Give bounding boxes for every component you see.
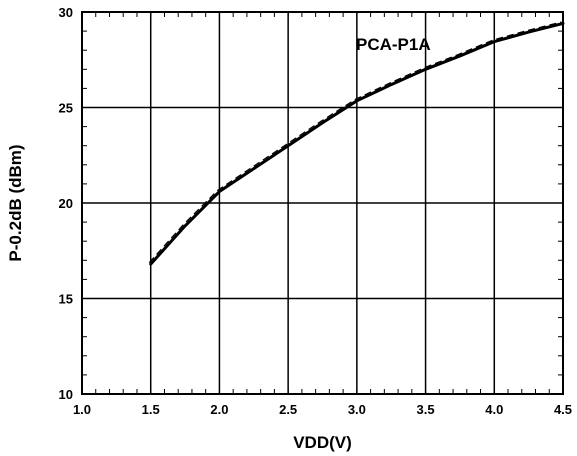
x-tick-label: 4.0 [485,402,503,417]
y-tick-labels: 10 15 20 25 30 [59,5,73,402]
y-tick-label: 25 [59,101,73,116]
x-tick-label: 1.0 [73,402,91,417]
x-tick-label: 1.5 [142,402,160,417]
y-tick-label: 30 [59,5,73,20]
x-tick-label: 2.5 [279,402,297,417]
x-tick-label: 3.0 [348,402,366,417]
series-group [148,21,565,266]
annotation-label: PCA-P1A [356,35,431,54]
y-tick-label: 10 [59,387,73,402]
y-axis-label: P-0.2dB (dBm) [6,144,25,261]
x-tick-labels: 1.0 1.5 2.0 2.5 3.0 3.5 4.0 4.5 [73,402,572,417]
x-tick-label: 4.5 [554,402,572,417]
series-line [149,21,565,266]
y-tick-label: 20 [59,196,73,211]
y-tick-label: 15 [59,292,73,307]
x-tick-label: 2.0 [210,402,228,417]
x-axis-label: VDD(V) [293,433,352,452]
x-tick-label: 3.5 [417,402,435,417]
grid [82,12,563,394]
plot-frame [81,11,564,395]
series-line-dashed [148,21,562,264]
